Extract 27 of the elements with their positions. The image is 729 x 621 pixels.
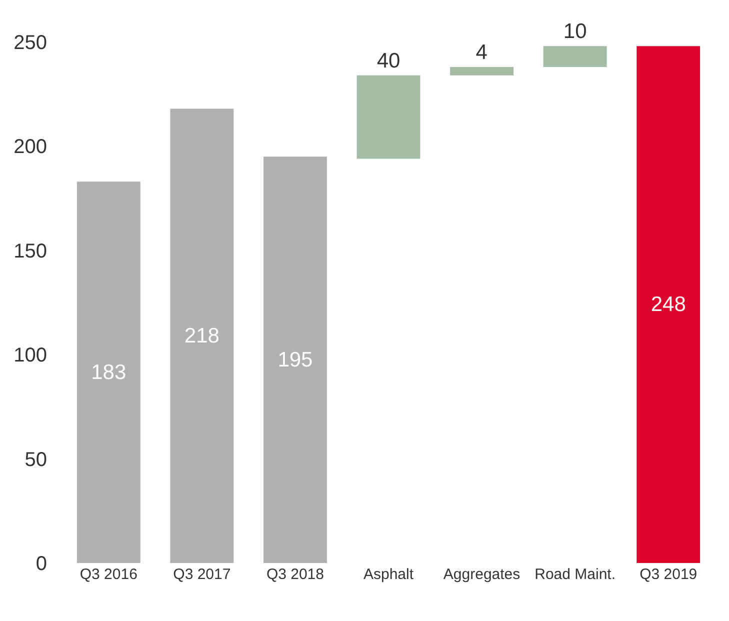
- x-tick-label: Q3 2017: [173, 566, 231, 583]
- y-tick-label: 50: [24, 448, 47, 471]
- bar: [543, 46, 607, 68]
- bar: [264, 156, 327, 563]
- x-tick-label: Asphalt: [363, 566, 414, 583]
- y-tick-label: 150: [14, 240, 47, 262]
- x-tick-label: Road Maint.: [534, 566, 616, 583]
- y-tick-label: 100: [14, 344, 47, 367]
- bar: [356, 75, 420, 159]
- bar: [450, 67, 514, 76]
- y-tick-label: 0: [36, 553, 47, 575]
- x-tick-label: Q3 2016: [80, 566, 138, 583]
- data-label: 195: [278, 348, 313, 372]
- bar: [636, 46, 700, 563]
- data-label: 218: [184, 324, 220, 348]
- y-tick-label: 200: [14, 136, 47, 158]
- data-label: 10: [563, 20, 587, 44]
- bar: [76, 182, 140, 563]
- x-tick-label: Q3 2018: [266, 566, 324, 583]
- data-label: 40: [376, 49, 400, 72]
- x-tick-label: Q3 2019: [640, 566, 698, 583]
- data-label: 183: [91, 360, 126, 384]
- data-label: 4: [476, 41, 488, 64]
- bar: [170, 108, 234, 563]
- y-tick-label: 250: [14, 32, 47, 54]
- x-tick-label: Aggregates: [443, 566, 520, 583]
- data-label: 248: [650, 293, 686, 316]
